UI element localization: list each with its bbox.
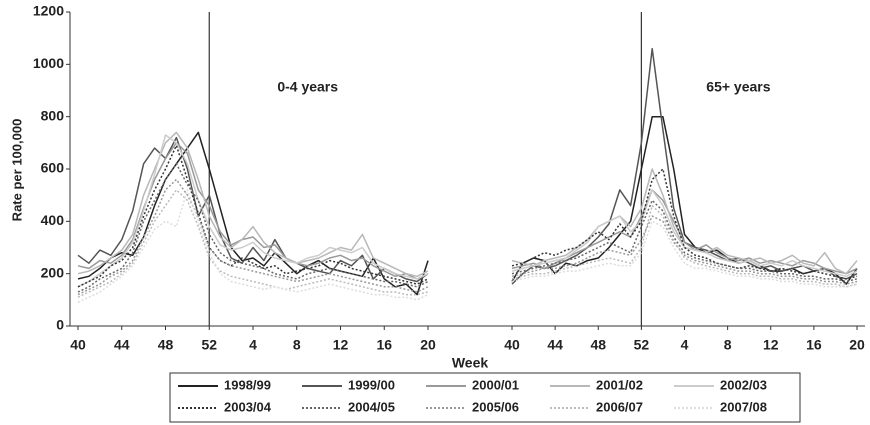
series-line [77,131,429,296]
series-line [77,189,429,304]
series-line [77,136,429,283]
x-tick-label: 40 [70,337,86,353]
legend-label: 2002/03 [720,377,767,392]
x-tick-label: 16 [806,337,822,353]
series-line [77,163,429,293]
legend-label: 2001/02 [596,377,643,392]
series-line [511,47,858,285]
series-line [511,220,858,288]
x-tick-label: 4 [249,337,257,353]
x-tick-label: 48 [590,337,606,353]
x-tick-label: 52 [634,337,650,353]
series-line [77,131,429,278]
y-tick-label: 0 [56,317,64,333]
legend-label: 2000/01 [472,377,519,392]
series-line [77,178,429,296]
legend-label: 2004/05 [348,399,395,414]
series-line [77,189,429,298]
series-line [77,144,429,288]
x-tick-label: 48 [158,337,174,353]
legend-label: 2005/06 [472,399,519,414]
y-tick-label: 1000 [33,55,64,71]
series-line [511,199,858,283]
x-tick-label: 4 [681,337,689,353]
panel-label: 65+ years [706,79,770,95]
legend-label: 2003/04 [224,399,272,414]
series-line [511,189,858,278]
y-tick-label: 800 [41,107,65,123]
series-line [511,115,858,285]
x-tick-label: 40 [504,337,520,353]
x-tick-label: 12 [333,337,349,353]
y-tick-label: 400 [41,212,65,228]
x-tick-label: 44 [547,337,563,353]
series-line [77,134,429,288]
y-axis-title: Rate per 100,000 [9,119,24,222]
x-tick-label: 16 [376,337,392,353]
x-tick-label: 20 [849,337,865,353]
y-tick-label: 1200 [33,3,64,19]
legend-box [169,372,801,423]
x-tick-label: 8 [293,337,301,353]
legend-label: 1999/00 [348,377,395,392]
legend-label: 1998/99 [224,377,271,392]
series-line [511,168,858,280]
x-axis-title: Week [452,355,489,371]
y-tick-label: 200 [41,264,65,280]
y-tick-label: 600 [41,160,65,176]
x-tick-label: 52 [201,337,217,353]
x-tick-label: 12 [763,337,779,353]
x-tick-label: 20 [420,337,436,353]
legend-label: 2007/08 [720,399,767,414]
series-line [77,142,429,280]
x-tick-label: 44 [114,337,130,353]
x-tick-label: 8 [724,337,732,353]
series-line [511,204,858,288]
panel-label: 0-4 years [277,79,338,95]
legend-label: 2006/07 [596,399,643,414]
series-line [511,215,858,285]
